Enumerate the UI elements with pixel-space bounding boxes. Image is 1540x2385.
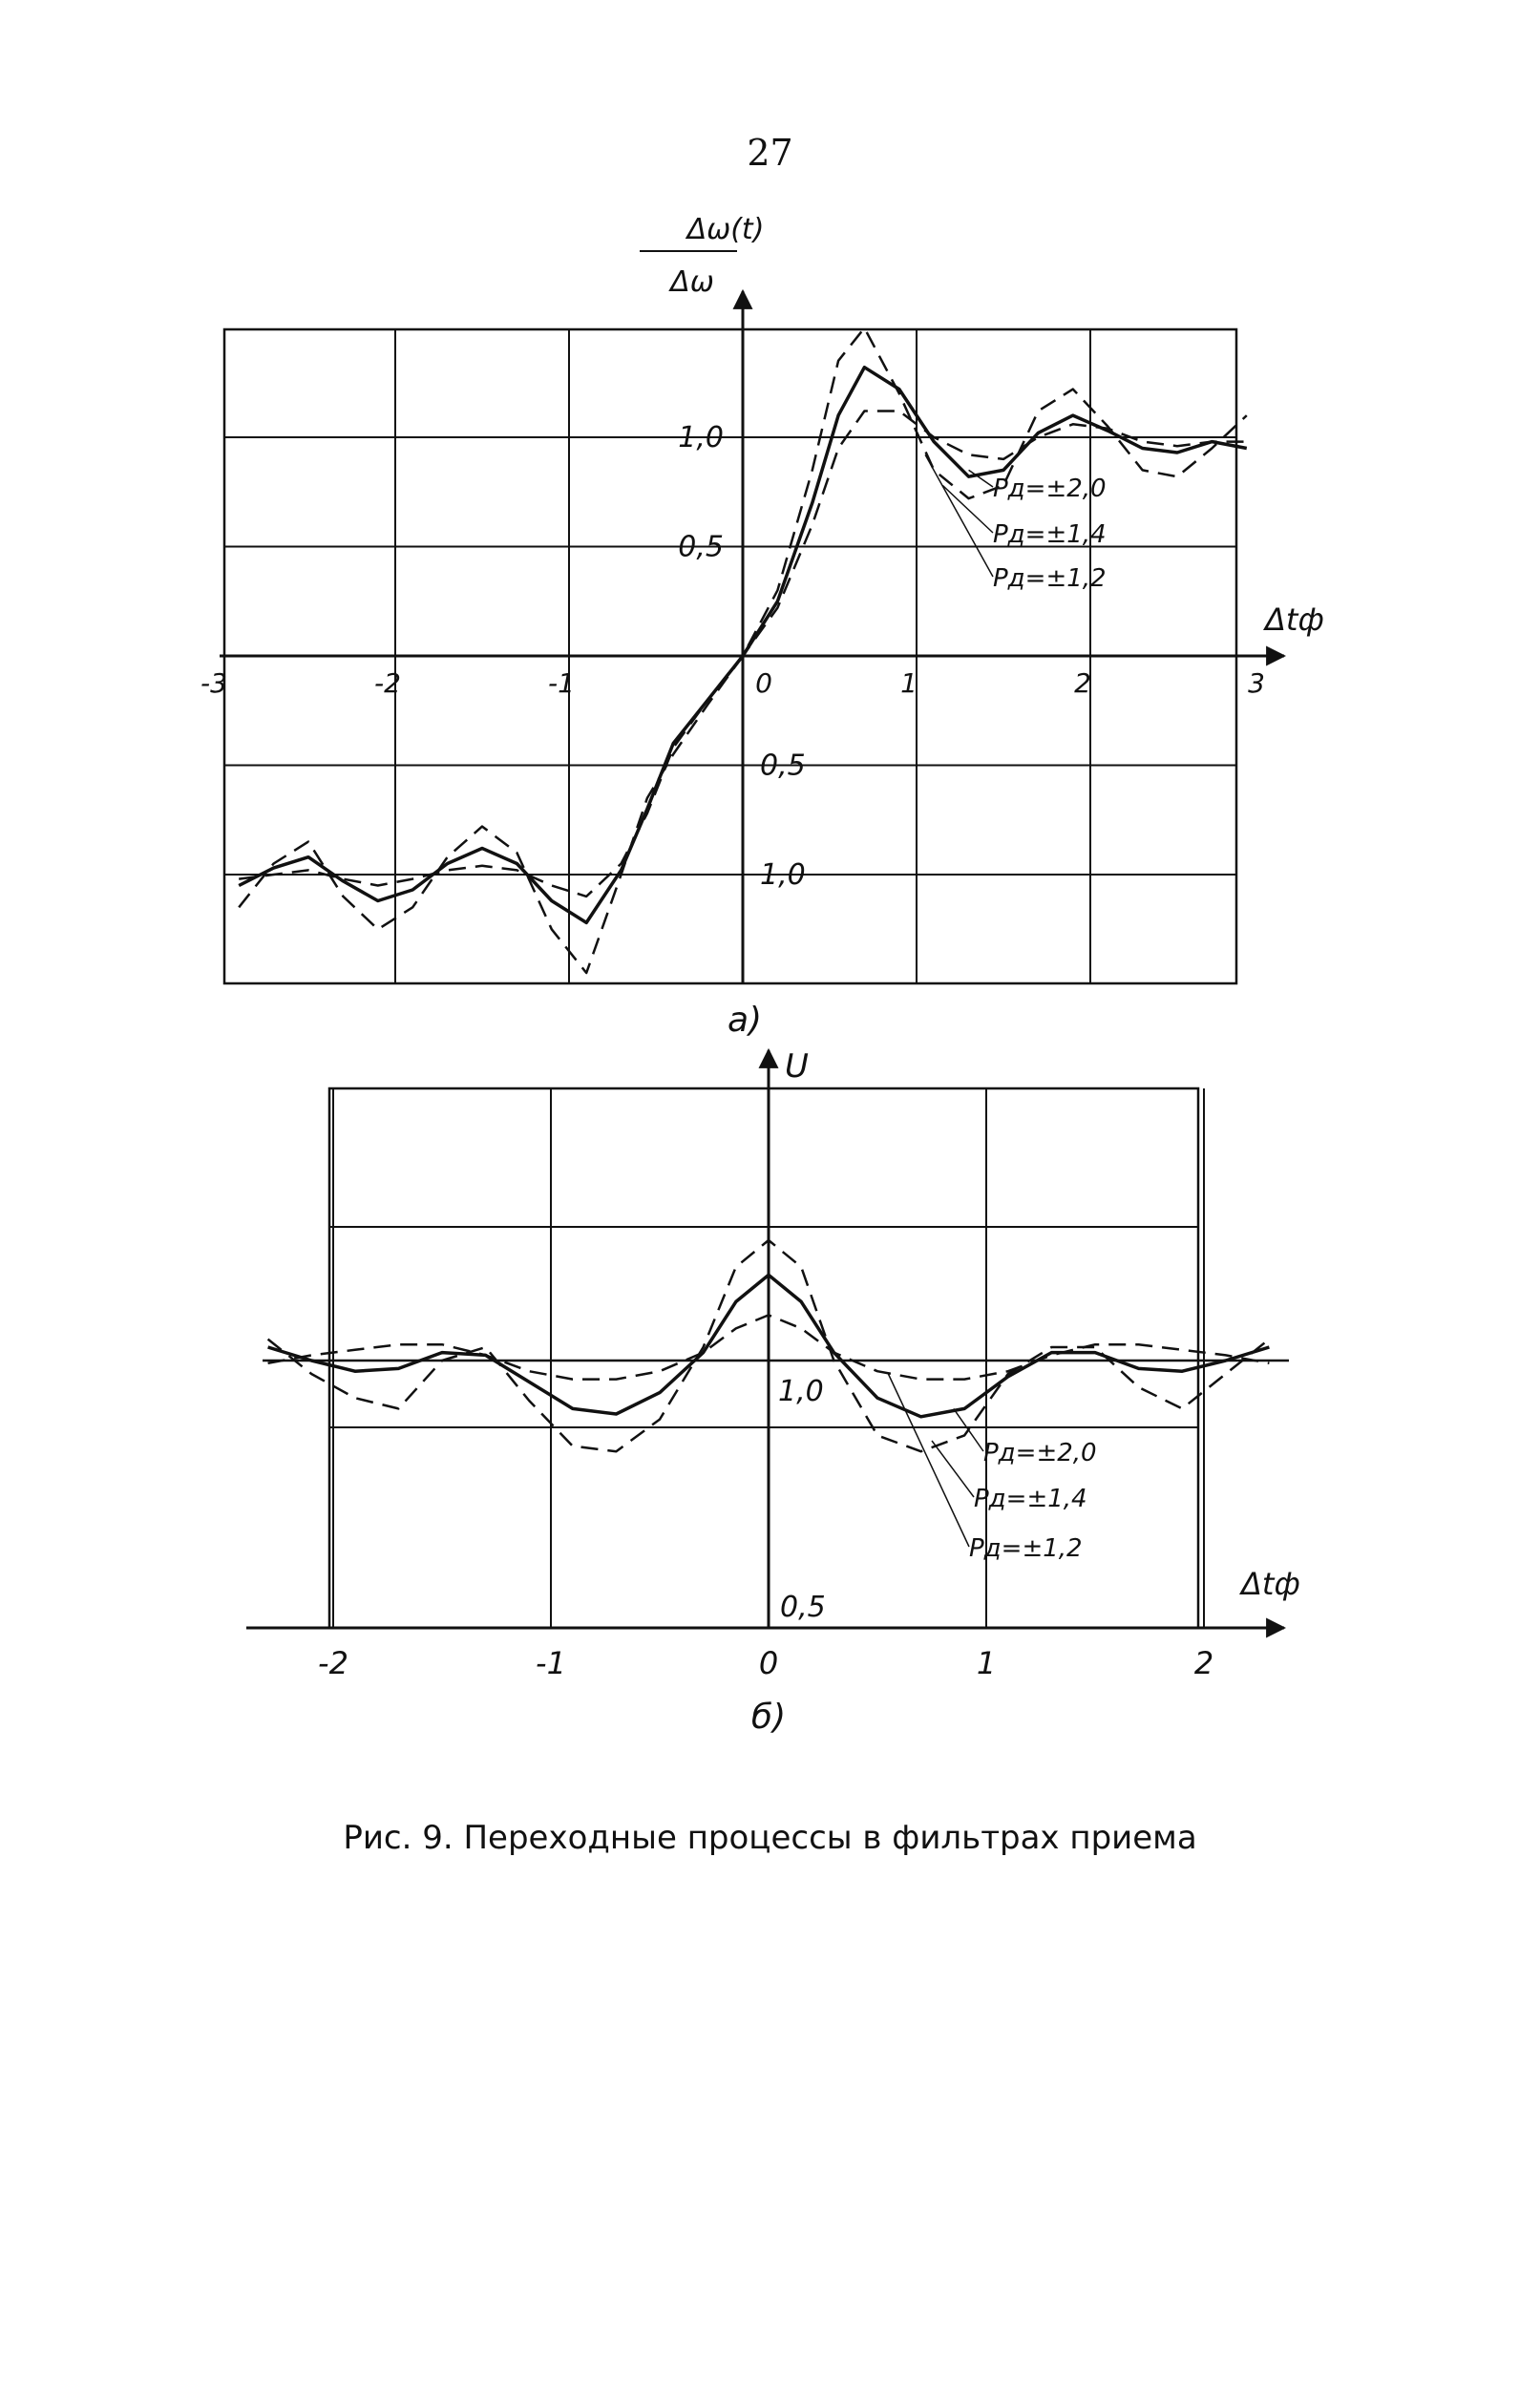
chart-a-leader-line: [941, 484, 994, 534]
chart-a-x-tick-label: 2: [1074, 667, 1091, 699]
chart-b: U Δtф б) -2 -1 0 1 2 1,0 0,5 Pд=±2,0 Pд=±1,4 Pд=±…: [246, 1047, 1300, 1737]
chart-a: Δω(t) Δω Δtф а) -3 -2 -1 0 1 2 3 1,0 0,5 0,5 1,0 Pд…: [200, 213, 1324, 1040]
chart-a-grid: [220, 288, 1287, 985]
chart-b-series-label: Pд=±2,0: [983, 1439, 1097, 1467]
chart-b-series-line: [267, 1273, 1270, 1419]
chart-b-xlabel: Δtф: [1238, 1566, 1300, 1602]
chart-a-y-tick-label: 0,5: [678, 531, 724, 564]
chart-b-x-tick-label: 0: [759, 1645, 778, 1681]
chart-b-leader-line: [953, 1407, 984, 1452]
chart-b-y-tick-label: 0,5: [780, 1591, 826, 1624]
chart-b-ylabel: U: [785, 1047, 809, 1086]
chart-b-leader-line: [887, 1373, 970, 1548]
chart-a-leader-line: [968, 469, 994, 488]
chart-a-x-tick-label: 3: [1248, 667, 1265, 699]
chart-b-labels: U Δtф б) -2 -1 0 1 2 1,0 0,5 Pд=±2,0 Pд=±1,4 Pд=±…: [318, 1047, 1300, 1737]
chart-a-series-label: Pд=±1,2: [993, 564, 1107, 593]
chart-b-x-tick-label: 1: [977, 1645, 996, 1681]
chart-a-x-tick-label: -3: [200, 667, 227, 699]
chart-a-x-tick-label: 0: [755, 667, 772, 699]
chart-b-grid: [246, 1047, 1289, 1638]
chart-b-panel-label: б): [751, 1698, 786, 1737]
chart-a-y-tick-label: 1,0: [760, 858, 806, 892]
chart-a-ylabel-denominator: Δω: [668, 265, 714, 299]
chart-a-series-line: [239, 410, 1247, 898]
chart-a-leader-line: [924, 454, 994, 578]
chart-a-x-tick-label: -2: [374, 667, 401, 699]
chart-b-series-line: [267, 1314, 1270, 1381]
chart-b-series-label: Pд=±1,4: [974, 1485, 1087, 1513]
figure-caption: Рис. 9. Переходные процессы в фильтрах п…: [343, 1819, 1197, 1857]
chart-b-x-tick-label: 2: [1194, 1645, 1213, 1681]
chart-a-y-tick-label: 0,5: [760, 749, 806, 783]
chart-a-labels: Δω(t) Δω Δtф а) -3 -2 -1 0 1 2 3 1,0 0,5 0,5 1,0 Pд…: [200, 213, 1324, 1040]
chart-a-x-tick-label: -1: [548, 667, 575, 699]
chart-b-y-tick-label: 1,0: [778, 1375, 824, 1408]
chart-a-series-label: Pд=±1,4: [993, 520, 1107, 549]
chart-b-series-label: Pд=±1,2: [969, 1534, 1083, 1563]
chart-b-x-tick-label: -2: [318, 1645, 348, 1681]
chart-a-y-tick-label: 1,0: [678, 421, 724, 454]
chart-a-xlabel: Δtф: [1262, 602, 1324, 638]
chart-a-ylabel-numerator: Δω(t): [686, 213, 765, 246]
chart-b-series: [266, 1238, 1271, 1548]
chart-b-series-line: [266, 1238, 1271, 1453]
chart-a-series: [238, 327, 1248, 975]
chart-b-leader-line: [931, 1440, 975, 1498]
chart-b-x-tick-label: -1: [536, 1645, 566, 1681]
chart-a-series-label: Pд=±2,0: [993, 475, 1107, 503]
page-number: 27: [747, 132, 793, 174]
chart-a-x-tick-label: 1: [900, 667, 918, 699]
chart-a-panel-label: а): [728, 1001, 762, 1040]
